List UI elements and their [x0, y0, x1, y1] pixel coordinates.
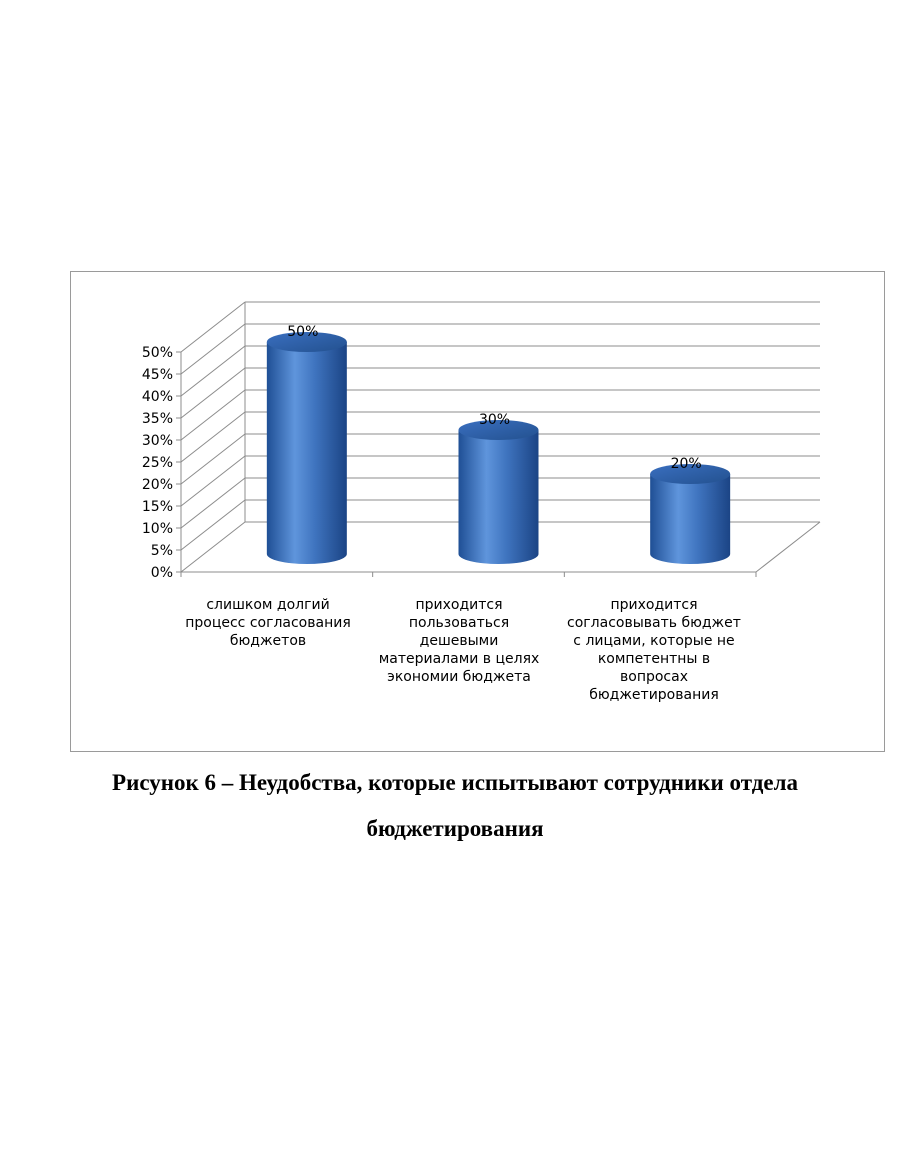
bars [266, 332, 731, 564]
category-label-2: приходится согласовывать бюджет с лицами… [567, 597, 741, 703]
ytick-label-3: 15% [142, 499, 173, 515]
gridline-side-10 [180, 301, 246, 353]
gridline-side-6 [180, 389, 246, 441]
bar-top-2 [650, 464, 731, 484]
ytick-label-10: 50% [142, 345, 173, 361]
ytick-label-1: 5% [151, 543, 173, 559]
gridline-side-5 [180, 411, 246, 463]
gridline-side-0 [180, 521, 246, 573]
figure-caption-line2: бюджетирования [366, 816, 544, 841]
data-label-1: 30% [479, 412, 510, 428]
gridline-side-8 [180, 345, 246, 397]
ytick-label-7: 35% [142, 411, 173, 427]
ytick-label-8: 40% [142, 389, 173, 405]
figure-caption-line1: Рисунок 6 – Неудобства, которые испытыва… [112, 770, 798, 795]
category-label-0: слишком долгий процесс согласования бюдж… [185, 597, 351, 649]
ytick-label-5: 25% [142, 455, 173, 471]
gridline-side-1 [180, 499, 246, 551]
data-label-0: 50% [287, 324, 318, 340]
bar-body-0 [266, 342, 347, 564]
gridline-side-7 [180, 367, 246, 419]
chart-plot: 0% 5% 10% 15% 20% 25% 30% 35% 40% 45% 50% 50% 30% 20… [142, 301, 821, 581]
data-label-2: 20% [671, 456, 702, 472]
ytick-label-9: 45% [142, 367, 173, 383]
gridline-side-3 [180, 455, 246, 507]
bar-top-1 [458, 420, 539, 440]
category-label-1: приходится пользоваться дешевыми материа… [378, 597, 540, 685]
bar-top-0 [266, 332, 347, 352]
ytick-label-2: 10% [142, 521, 173, 537]
ytick-label-4: 20% [142, 477, 173, 493]
floor-right-edge [755, 521, 821, 573]
gridline-side-2 [180, 477, 246, 529]
bar-body-2 [650, 474, 731, 564]
bar-0 [266, 332, 347, 564]
ytick-label-0: 0% [151, 565, 173, 581]
gridline-side-4 [180, 433, 246, 485]
bar-1 [458, 420, 539, 564]
bar-body-1 [458, 430, 539, 564]
data-labels: 50% 30% 20% [287, 324, 701, 472]
ytick-label-6: 30% [142, 433, 173, 449]
chart-frame: 0% 5% 10% 15% 20% 25% 30% 35% 40% 45% 50% 50% 30% 20… [70, 271, 885, 752]
axes: 0% 5% 10% 15% 20% 25% 30% 35% 40% 45% 50% [142, 345, 821, 581]
bar-2 [650, 464, 731, 564]
gridline-side-9 [180, 323, 246, 375]
